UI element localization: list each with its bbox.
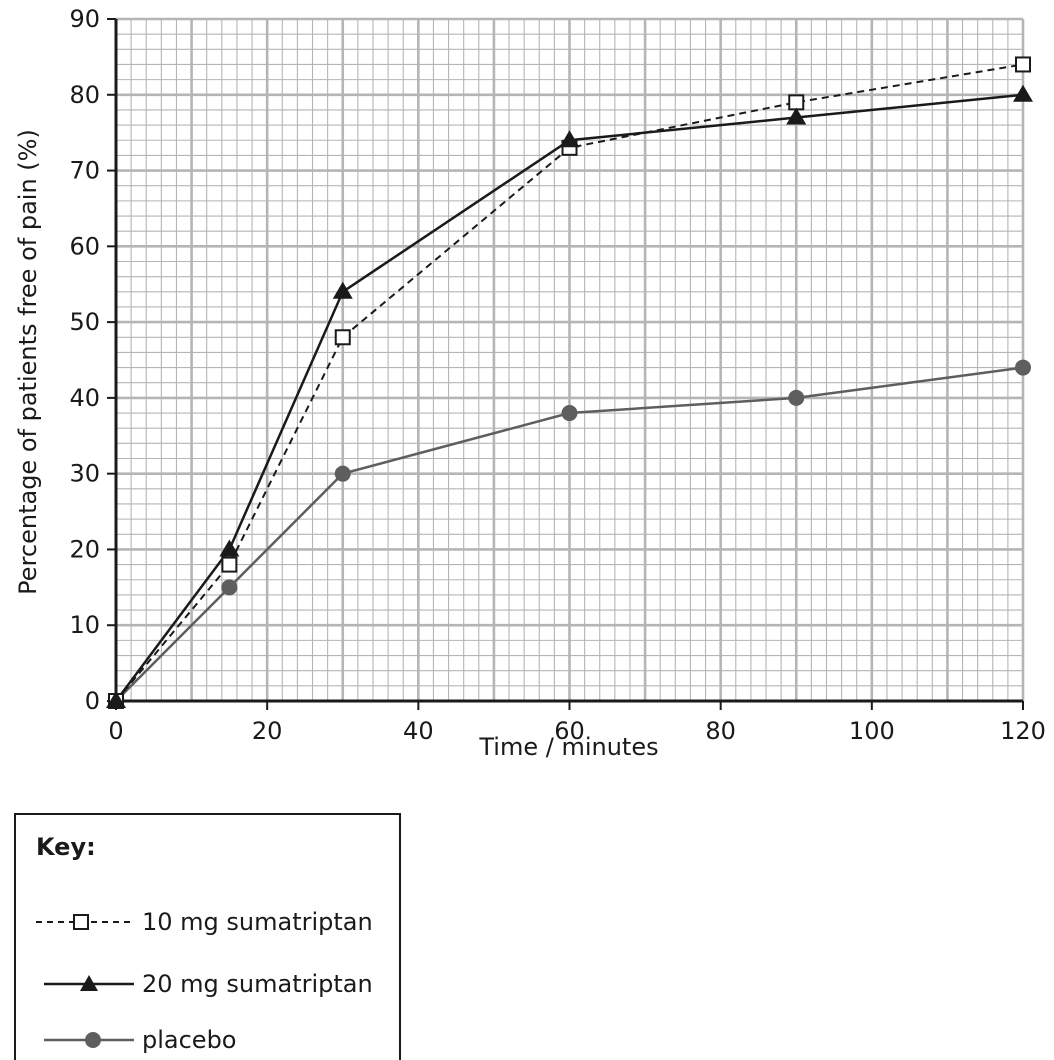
legend-item-10mg: 10 mg sumatriptan: [34, 902, 373, 942]
legend-label: placebo: [142, 1026, 237, 1054]
chart-axes: [107, 19, 1023, 710]
data-point-circle: [1015, 360, 1031, 376]
y-tick-label: 90: [69, 5, 100, 33]
legend: Key: 10 mg sumatriptan 20 mg sumatriptan…: [14, 813, 401, 1060]
legend-label: 20 mg sumatriptan: [142, 970, 373, 998]
solid-line-triangle-marker-icon: [34, 972, 134, 996]
x-tick-label: 100: [849, 717, 895, 745]
y-tick-label: 70: [69, 157, 100, 185]
data-point-square: [222, 558, 236, 572]
y-tick-label: 20: [69, 535, 100, 563]
y-tick-label: 60: [69, 232, 100, 260]
y-tick-label: 50: [69, 308, 100, 336]
y-tick-label: 40: [69, 384, 100, 412]
data-point-triangle: [1013, 85, 1033, 102]
y-axis-tick-labels: 0 10 20 30 40 50 60 70 80 90: [69, 5, 100, 715]
legend-title: Key:: [36, 833, 96, 861]
x-axis-title: Time / minutes: [478, 733, 658, 761]
y-axis-title: Percentage of patients free of pain (%): [14, 129, 42, 595]
solid-line-circle-marker-icon: [34, 1028, 134, 1052]
x-tick-label: 120: [1000, 717, 1046, 745]
data-point-triangle: [333, 282, 353, 299]
y-tick-label: 30: [69, 460, 100, 488]
legend-label: 10 mg sumatriptan: [142, 908, 373, 936]
y-tick-label: 80: [69, 81, 100, 109]
dashed-line-square-marker-icon: [34, 910, 134, 934]
y-tick-label: 0: [85, 687, 100, 715]
y-tick-label: 10: [69, 611, 100, 639]
x-tick-label: 40: [403, 717, 434, 745]
data-point-square: [1016, 57, 1030, 71]
data-point-triangle: [219, 539, 239, 556]
legend-item-20mg: 20 mg sumatriptan: [34, 964, 373, 1004]
x-tick-label: 80: [705, 717, 736, 745]
data-point-circle: [221, 579, 237, 595]
data-point-square: [789, 95, 803, 109]
data-point-circle: [335, 466, 351, 482]
x-tick-label: 0: [108, 717, 123, 745]
x-tick-label: 20: [252, 717, 283, 745]
data-point-circle: [562, 405, 578, 421]
data-point-square: [336, 330, 350, 344]
legend-item-placebo: placebo: [34, 1020, 237, 1060]
chart-grid: [116, 19, 1023, 701]
data-point-circle: [788, 390, 804, 406]
